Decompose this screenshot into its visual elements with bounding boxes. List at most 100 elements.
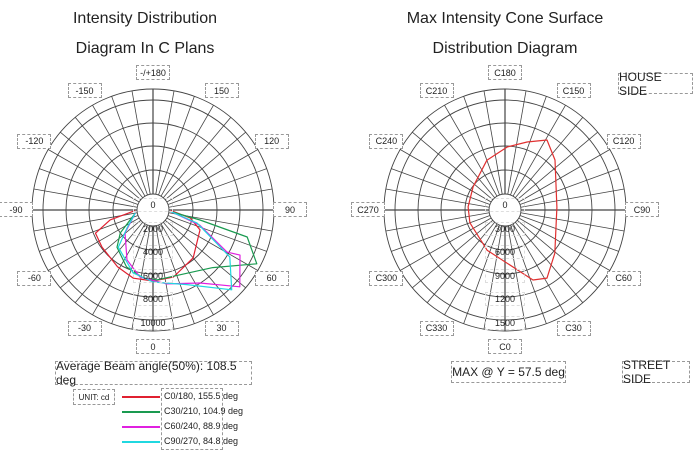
legend-swatch: [122, 426, 160, 428]
left-spoke: [33, 188, 138, 208]
left-spoke: [160, 223, 214, 315]
left-angle-label: -90: [0, 202, 33, 217]
left-spoke: [164, 219, 246, 289]
left-spoke: [155, 225, 175, 330]
legend-label: C60/240, 88.9 deg: [164, 421, 239, 431]
unit-label: UNIT: cd: [73, 389, 115, 405]
left-angle-label: 0: [136, 339, 170, 354]
right-angle-label: C240: [369, 133, 404, 149]
right-radial-label: 3000: [485, 222, 525, 236]
right-radial-label: 1500: [485, 316, 525, 330]
left-spoke: [48, 217, 140, 271]
left-spoke: [92, 105, 146, 197]
right-spoke: [516, 131, 598, 201]
right-radial-label: 6000: [485, 245, 525, 259]
right-spoke: [520, 188, 625, 208]
right-spoke: [519, 215, 619, 252]
left-curve-0: [94, 210, 201, 282]
left-angle-label: -60: [17, 270, 52, 286]
left-curve-3: [117, 211, 233, 291]
max-angle-box: MAX @ Y = 57.5 deg: [451, 361, 566, 383]
left-spoke: [158, 96, 195, 196]
right-spoke: [512, 105, 566, 197]
right-spoke: [463, 224, 500, 324]
right-angle-label: C0: [488, 339, 522, 354]
right-angle-label: C270: [351, 202, 385, 217]
left-spoke: [92, 223, 146, 315]
left-spoke: [39, 215, 139, 252]
right-angle-label: C180: [488, 65, 522, 80]
right-spoke: [518, 149, 610, 203]
right-spoke: [483, 90, 503, 195]
right-radial-label: 9000: [485, 269, 525, 283]
right-spoke: [385, 188, 490, 208]
left-radial-label: 6000: [133, 269, 173, 283]
right-angle-label: C300: [369, 270, 404, 286]
left-angle-label: -/+180: [136, 65, 170, 80]
legend-label: C30/210, 104.9 deg: [164, 406, 244, 416]
right-spoke: [400, 217, 492, 271]
right-angle-label: C150: [556, 83, 591, 99]
right-spoke: [520, 212, 625, 232]
left-radial-label: 2000: [133, 222, 173, 236]
left-radial-label: 0: [133, 198, 173, 212]
left-radial-label: 10000: [133, 316, 173, 330]
left-angle-label: 120: [254, 133, 289, 149]
legend-box: [161, 388, 223, 450]
right-spoke: [444, 105, 498, 197]
right-spoke: [512, 223, 566, 315]
left-angle-label: 30: [204, 320, 239, 336]
right-spoke: [507, 90, 527, 195]
legend-swatch: [122, 396, 160, 398]
left-spoke: [74, 117, 144, 199]
right-angle-label: C210: [419, 83, 454, 99]
left-spoke: [166, 217, 258, 271]
left-spoke: [39, 168, 139, 205]
right-spoke: [483, 225, 503, 330]
right-curve-0: [467, 139, 558, 281]
right-angle-label: C90: [625, 202, 659, 217]
legend-swatch: [122, 411, 160, 413]
left-angle-label: 60: [254, 270, 289, 286]
right-angle-label: C330: [419, 320, 454, 336]
left-spoke: [74, 221, 144, 303]
left-angle-label: 150: [204, 83, 239, 99]
right-angle-label: C30: [556, 320, 591, 336]
left-spoke: [155, 90, 175, 195]
right-angle-label: C120: [606, 133, 641, 149]
legend-label: C90/270, 84.8 deg: [164, 436, 239, 446]
right-spoke: [426, 221, 496, 303]
left-radial-label: 4000: [133, 245, 173, 259]
right-title-line2: Distribution Diagram: [432, 40, 578, 57]
right-radial-label: 0: [485, 198, 525, 212]
right-spoke: [519, 168, 619, 205]
left-spoke: [60, 219, 142, 289]
left-angle-label: -120: [17, 133, 52, 149]
left-spoke: [162, 221, 232, 303]
street-side-label: STREET SIDE: [622, 358, 690, 386]
left-angle-label: -30: [67, 320, 102, 336]
left-spoke: [168, 188, 273, 208]
left-curve-1: [116, 211, 258, 281]
right-spoke: [514, 221, 584, 303]
left-title-line2: Diagram In C Plans: [75, 40, 215, 57]
right-spoke: [514, 117, 584, 199]
right-angle-label: C60: [606, 270, 641, 286]
left-spoke: [166, 149, 258, 203]
right-title-line1: Max Intensity Cone Surface: [406, 10, 604, 27]
right-spoke: [400, 149, 492, 203]
right-radial-label: 1200: [485, 292, 525, 306]
left-spoke: [111, 224, 148, 324]
right-spoke: [391, 215, 491, 252]
left-spoke: [164, 131, 246, 201]
left-angle-label: -150: [67, 83, 102, 99]
left-spoke: [131, 90, 151, 195]
house-side-label: HOUSE SIDE: [618, 70, 693, 98]
right-spoke: [463, 96, 500, 196]
left-spoke: [60, 131, 142, 201]
left-curve-2: [124, 211, 241, 288]
left-spoke: [160, 105, 214, 197]
left-spoke: [167, 168, 267, 205]
left-radial-label: 8000: [133, 292, 173, 306]
right-spoke: [516, 219, 598, 289]
